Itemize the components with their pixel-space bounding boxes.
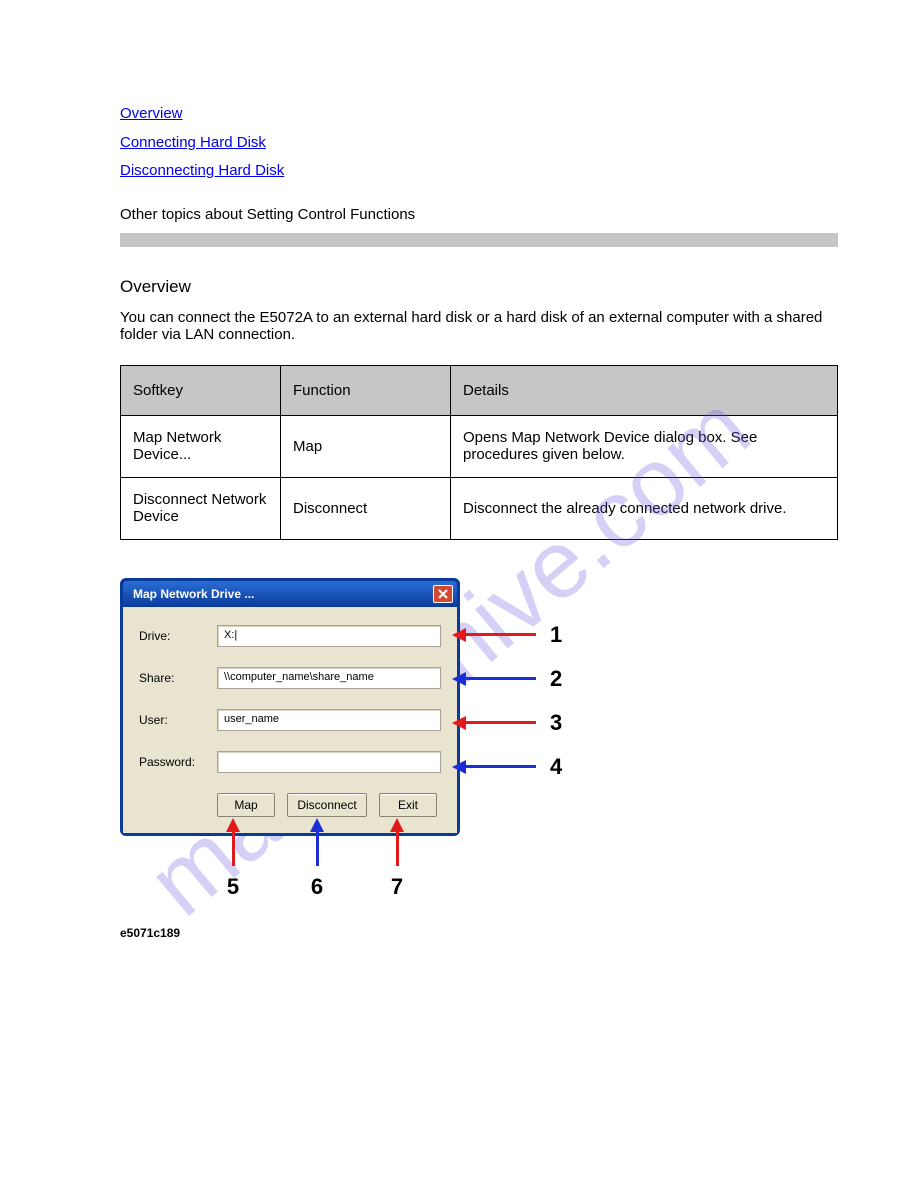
dialog-title: Map Network Drive ...	[133, 587, 254, 601]
disconnect-button[interactable]: Disconnect	[287, 793, 367, 817]
cell: Opens Map Network Device dialog box. See…	[451, 415, 838, 477]
password-label: Password:	[139, 755, 217, 769]
callout-num: 4	[550, 754, 562, 780]
callout-num: 1	[550, 622, 562, 648]
cell: Map	[281, 415, 451, 477]
table-row: Disconnect Network Device Disconnect Dis…	[121, 477, 838, 539]
dialog-titlebar: Map Network Drive ...	[123, 581, 457, 607]
callout-arrow-6: 6	[310, 818, 324, 900]
link-disconnecting[interactable]: Disconnecting Hard Disk	[120, 162, 284, 179]
figure-id: e5071c189	[120, 926, 838, 940]
share-label: Share:	[139, 671, 217, 685]
map-button[interactable]: Map	[217, 793, 275, 817]
share-input[interactable]: \\computer_name\share_name	[217, 667, 441, 689]
th-function: Function	[281, 365, 451, 415]
dialog-body: Drive: X:| Share: \\computer_name\share_…	[123, 607, 457, 833]
callout-arrow-2: 2	[452, 666, 562, 692]
drive-input[interactable]: X:|	[217, 625, 441, 647]
drive-label: Drive:	[139, 629, 217, 643]
user-input[interactable]: user_name	[217, 709, 441, 731]
user-label: User:	[139, 713, 217, 727]
exit-button[interactable]: Exit	[379, 793, 437, 817]
close-icon[interactable]	[433, 585, 453, 603]
section-title: Overview	[120, 277, 838, 297]
map-network-drive-dialog: Map Network Drive ... Drive: X:| Share: …	[120, 578, 460, 836]
divider-bar	[120, 233, 838, 247]
function-table: Softkey Function Details Map Network Dev…	[120, 365, 838, 540]
th-softkey: Softkey	[121, 365, 281, 415]
password-input[interactable]	[217, 751, 441, 773]
cell: Disconnect the already connected network…	[451, 477, 838, 539]
cell: Map Network Device...	[121, 415, 281, 477]
callout-arrow-1: 1	[452, 622, 562, 648]
top-links: Overview Connecting Hard Disk Disconnect…	[120, 100, 838, 186]
callout-arrow-3: 3	[452, 710, 562, 736]
cell: Disconnect Network Device	[121, 477, 281, 539]
section-body: You can connect the E5072A to an externa…	[120, 309, 838, 343]
callout-num: 3	[550, 710, 562, 736]
link-connecting[interactable]: Connecting Hard Disk	[120, 134, 266, 151]
callout-num: 6	[311, 874, 323, 900]
callout-num: 7	[391, 874, 403, 900]
callout-num: 5	[227, 874, 239, 900]
callout-num: 2	[550, 666, 562, 692]
other-topics-text: Other topics about Setting Control Funct…	[120, 206, 838, 223]
callout-arrow-7: 7	[390, 818, 404, 900]
callout-arrow-5: 5	[226, 818, 240, 900]
table-row: Map Network Device... Map Opens Map Netw…	[121, 415, 838, 477]
callout-arrow-4: 4	[452, 754, 562, 780]
dialog-figure: Map Network Drive ... Drive: X:| Share: …	[120, 578, 580, 836]
link-overview[interactable]: Overview	[120, 105, 183, 122]
th-details: Details	[451, 365, 838, 415]
cell: Disconnect	[281, 477, 451, 539]
